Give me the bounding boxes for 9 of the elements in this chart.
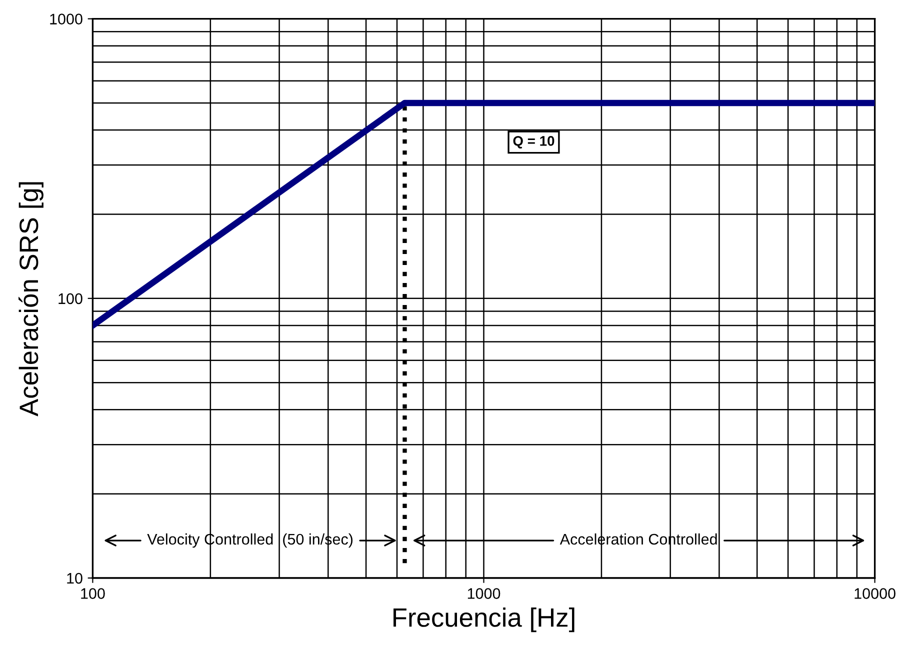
y-axis-title: Aceleración SRS [g] <box>18 182 44 416</box>
annotation: Q = 10 <box>513 136 554 148</box>
x-axis-title: Frecuencia [Hz] <box>394 608 574 632</box>
y-tick-label: 10 <box>67 572 82 584</box>
x-tick-label: 1000 <box>468 588 500 599</box>
y-tick-label: 100 <box>58 293 82 304</box>
x-tick-label: 100 <box>81 588 105 599</box>
x-tick-label: 10000 <box>854 588 896 599</box>
y-tick-label: 1000 <box>50 14 82 24</box>
